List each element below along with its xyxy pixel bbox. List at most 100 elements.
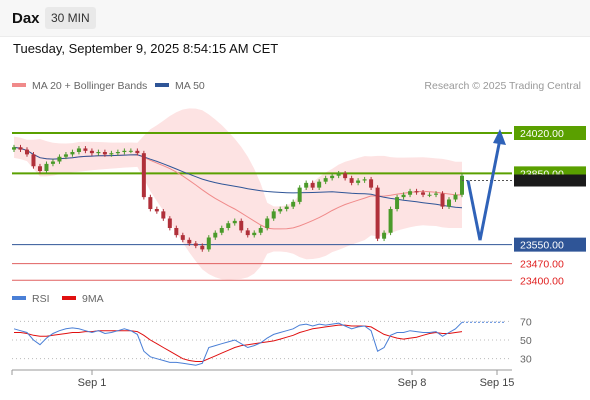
candle-body [70, 152, 75, 155]
candle-body [219, 228, 224, 233]
candle-body [310, 182, 315, 188]
candle-body [44, 163, 49, 171]
candle-body [122, 150, 127, 152]
candle-body [356, 180, 361, 183]
rsi-tick-70: 70 [520, 316, 532, 328]
rsi-tick-30: 30 [520, 354, 532, 366]
rsi-9ma-line [14, 324, 463, 362]
research-credit: Research © 2025 Trading Central [424, 80, 581, 92]
candle-body [265, 218, 270, 228]
candle-body [24, 149, 29, 155]
top-bar: Dax 30 MIN [0, 0, 590, 37]
candle-body [83, 148, 88, 151]
candle-body [408, 191, 413, 195]
price-level-tag-24020.00 [514, 126, 586, 140]
candle-body [252, 232, 257, 236]
candle-body [382, 232, 387, 239]
candle-body [362, 179, 367, 181]
candle-body [135, 150, 140, 154]
candle-body [232, 220, 237, 224]
ma20-swatch [12, 83, 26, 88]
symbol-title: Dax [12, 10, 40, 27]
candle-body [284, 206, 289, 209]
ma9-swatch [62, 296, 76, 301]
candle-body [102, 152, 107, 155]
scenario-arrow-down [466, 180, 482, 241]
candle-body [31, 154, 36, 167]
chart-datetime: Tuesday, September 9, 2025 8:54:15 AM CE… [13, 41, 279, 56]
candle-body [193, 243, 198, 246]
legend-9ma-label: 9MA [82, 293, 104, 305]
scenario-arrow-up [478, 138, 502, 241]
candle-body [115, 152, 120, 154]
rsi-line [13, 321, 463, 366]
price-level-tag-23550.00 [514, 237, 586, 252]
candle-body [323, 178, 328, 182]
candle-body [213, 232, 218, 238]
price-level-label-23550.00: 23550.00 [520, 240, 564, 252]
x-tick-label: Sep 8 [398, 377, 427, 389]
candle-body [440, 193, 445, 207]
candle-body [128, 150, 133, 152]
legend-ma50: MA 50 [155, 80, 205, 92]
candle-body [18, 147, 23, 150]
candle-body [167, 218, 172, 228]
candle-body [206, 237, 211, 250]
ma50-swatch [155, 83, 169, 88]
candle-body [317, 181, 322, 188]
candle-body [187, 239, 192, 244]
rsi-tick-50: 50 [520, 335, 532, 347]
candle-body [226, 223, 231, 228]
candle-body [148, 197, 153, 209]
candle-body [57, 156, 62, 162]
candle-body [239, 220, 244, 231]
candle-body [76, 148, 81, 152]
candle-body [414, 191, 419, 193]
legend-ma20: MA 20 + Bollinger Bands [12, 80, 147, 92]
candle-body [434, 193, 439, 195]
candle-body [330, 175, 335, 179]
timeframe-badge[interactable]: 30 MIN [45, 7, 96, 29]
candle-body [349, 178, 354, 183]
candle-body [375, 187, 380, 239]
legend-rsi: RSI [12, 293, 50, 305]
legend-rsi-label: RSI [32, 293, 50, 305]
price-level-label-23470.00: 23470.00 [520, 259, 564, 271]
candle-body [109, 153, 114, 155]
candle-body [297, 187, 302, 202]
candle-body [291, 201, 296, 207]
legend-ma50-label: MA 50 [175, 80, 205, 92]
candle-body [388, 209, 393, 233]
last-price-tag [514, 174, 586, 187]
candle-body [180, 235, 185, 240]
candle-body [200, 245, 205, 250]
legend-9ma: 9MA [62, 293, 104, 305]
ma50-line [13, 146, 463, 209]
candle-body [50, 161, 55, 164]
x-tick-label: Sep 15 [480, 377, 515, 389]
price-level-label-24020.00: 24020.00 [520, 128, 564, 140]
candle-body [141, 153, 146, 198]
candle-body [343, 173, 348, 179]
scenario-arrow-head [493, 129, 506, 145]
candle-body [395, 197, 400, 209]
candle-body [96, 152, 101, 154]
candle-body [271, 211, 276, 219]
candle-body [63, 154, 68, 157]
candle-body [401, 194, 406, 198]
candle-body [12, 147, 16, 150]
legend-ma20-label: MA 20 + Bollinger Bands [32, 80, 148, 92]
candle-body [421, 192, 426, 195]
candle-body [258, 228, 263, 233]
candle-body [161, 211, 166, 219]
candle-body [460, 175, 464, 195]
candle-body [427, 194, 432, 196]
candle-body [89, 150, 94, 154]
candle-body [304, 182, 309, 188]
candle-body [245, 230, 250, 236]
candle-body [336, 173, 341, 176]
candle-body [369, 179, 374, 188]
x-tick-label: Sep 1 [78, 377, 107, 389]
candle-body [278, 209, 283, 212]
